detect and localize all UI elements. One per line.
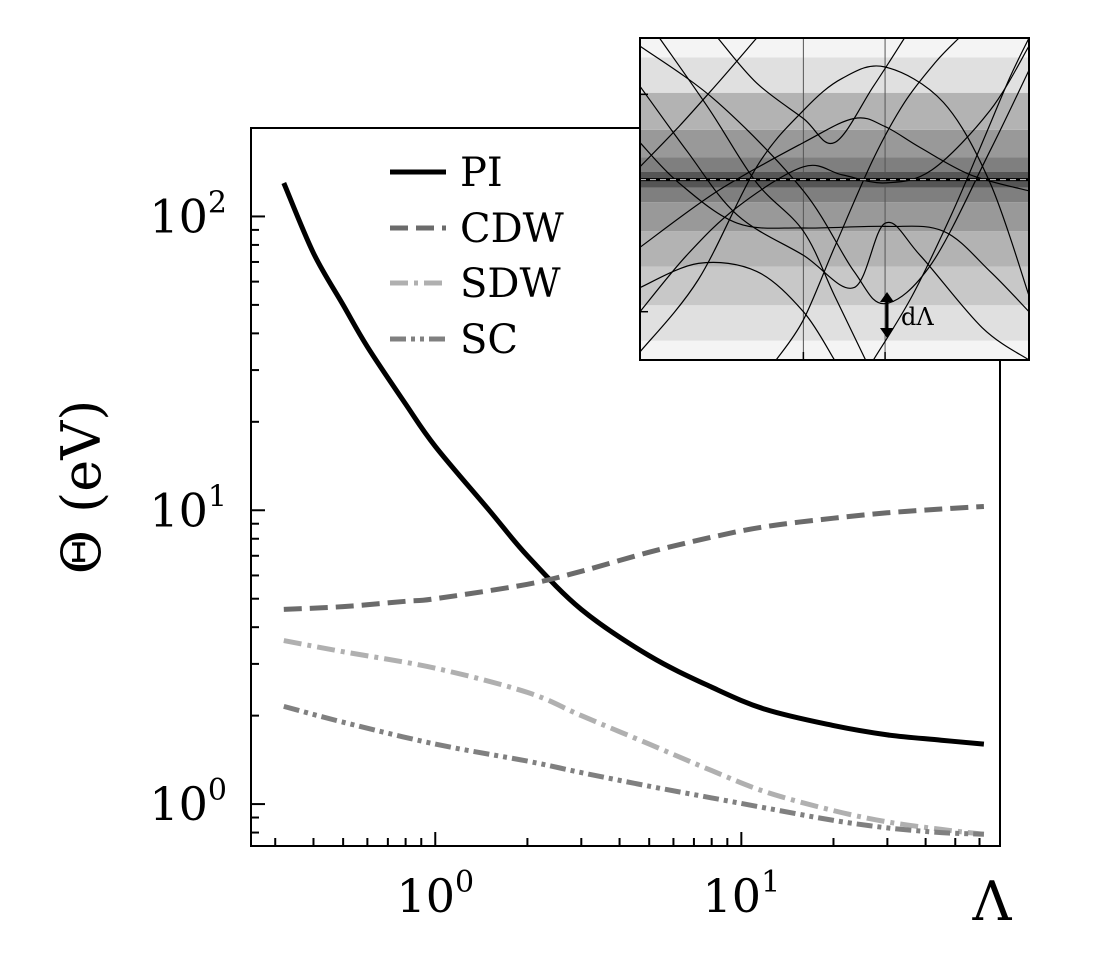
series-line-pi	[281, 182, 985, 747]
x-tick-label: 101	[703, 865, 781, 923]
inset-band-curve	[717, 38, 906, 145]
x-tick-label: 100	[396, 865, 474, 923]
inset-shading-band	[640, 202, 1029, 232]
y-tick-label: 100	[149, 773, 227, 831]
inset-band-curve	[640, 142, 1029, 313]
inset-band-structure: dΛ	[639, 37, 1030, 361]
main-series	[281, 182, 985, 837]
inset-band-curve	[640, 117, 1029, 248]
inset-shading-band	[640, 57, 1029, 93]
inset-shading-band	[640, 92, 1029, 130]
inset-band-curve	[775, 38, 960, 360]
inset-band-curve	[640, 85, 1029, 360]
series-line-cdw	[283, 504, 985, 612]
inset-band-curve	[872, 38, 1029, 360]
inset-shading-band	[640, 157, 1029, 172]
inset-dlambda-arrow	[880, 292, 894, 338]
inset-band-curve	[640, 45, 1029, 305]
y-axis-title: Θ (eV)	[50, 400, 113, 575]
inset-band-curve	[640, 38, 758, 168]
legend: PI CDW SDW SC	[390, 150, 564, 363]
inset-shading-band	[640, 305, 1029, 341]
inset-shading-bands	[640, 38, 1029, 360]
inset-band-curve	[640, 45, 1029, 313]
y-tick-labels: 100 101 102	[149, 185, 227, 831]
inset-dlambda-label: dΛ	[901, 303, 934, 331]
main-ticks	[251, 127, 1001, 846]
legend-label-sdw: SDW	[460, 261, 561, 307]
inset-ticks	[640, 93, 886, 360]
inset-band-curve	[659, 38, 867, 360]
y-tick-label: 102	[149, 185, 227, 243]
inset-band-curves	[640, 38, 1029, 360]
inset-shading-band	[640, 231, 1029, 267]
x-axis-title: Λ	[972, 870, 1013, 933]
series-line-sdw	[283, 638, 985, 837]
legend-label-pi: PI	[460, 150, 503, 196]
x-tick-labels: 100 101	[396, 865, 780, 923]
inset-shading-band	[640, 340, 1029, 360]
inset-shading-band	[640, 129, 1029, 158]
inset-shading-band	[640, 38, 1029, 58]
inset-high-symmetry-lines	[802, 38, 886, 360]
legend-label-sc: SC	[460, 317, 518, 363]
inset-shading-band	[640, 266, 1029, 306]
series-line-sc	[283, 703, 985, 837]
inset-band-curve	[640, 65, 1029, 353]
y-tick-label: 101	[149, 479, 227, 537]
legend-label-cdw: CDW	[460, 206, 564, 252]
inset-shading-band	[640, 187, 1029, 203]
inset-band-curve	[640, 261, 836, 360]
inset-frame	[639, 37, 1030, 361]
